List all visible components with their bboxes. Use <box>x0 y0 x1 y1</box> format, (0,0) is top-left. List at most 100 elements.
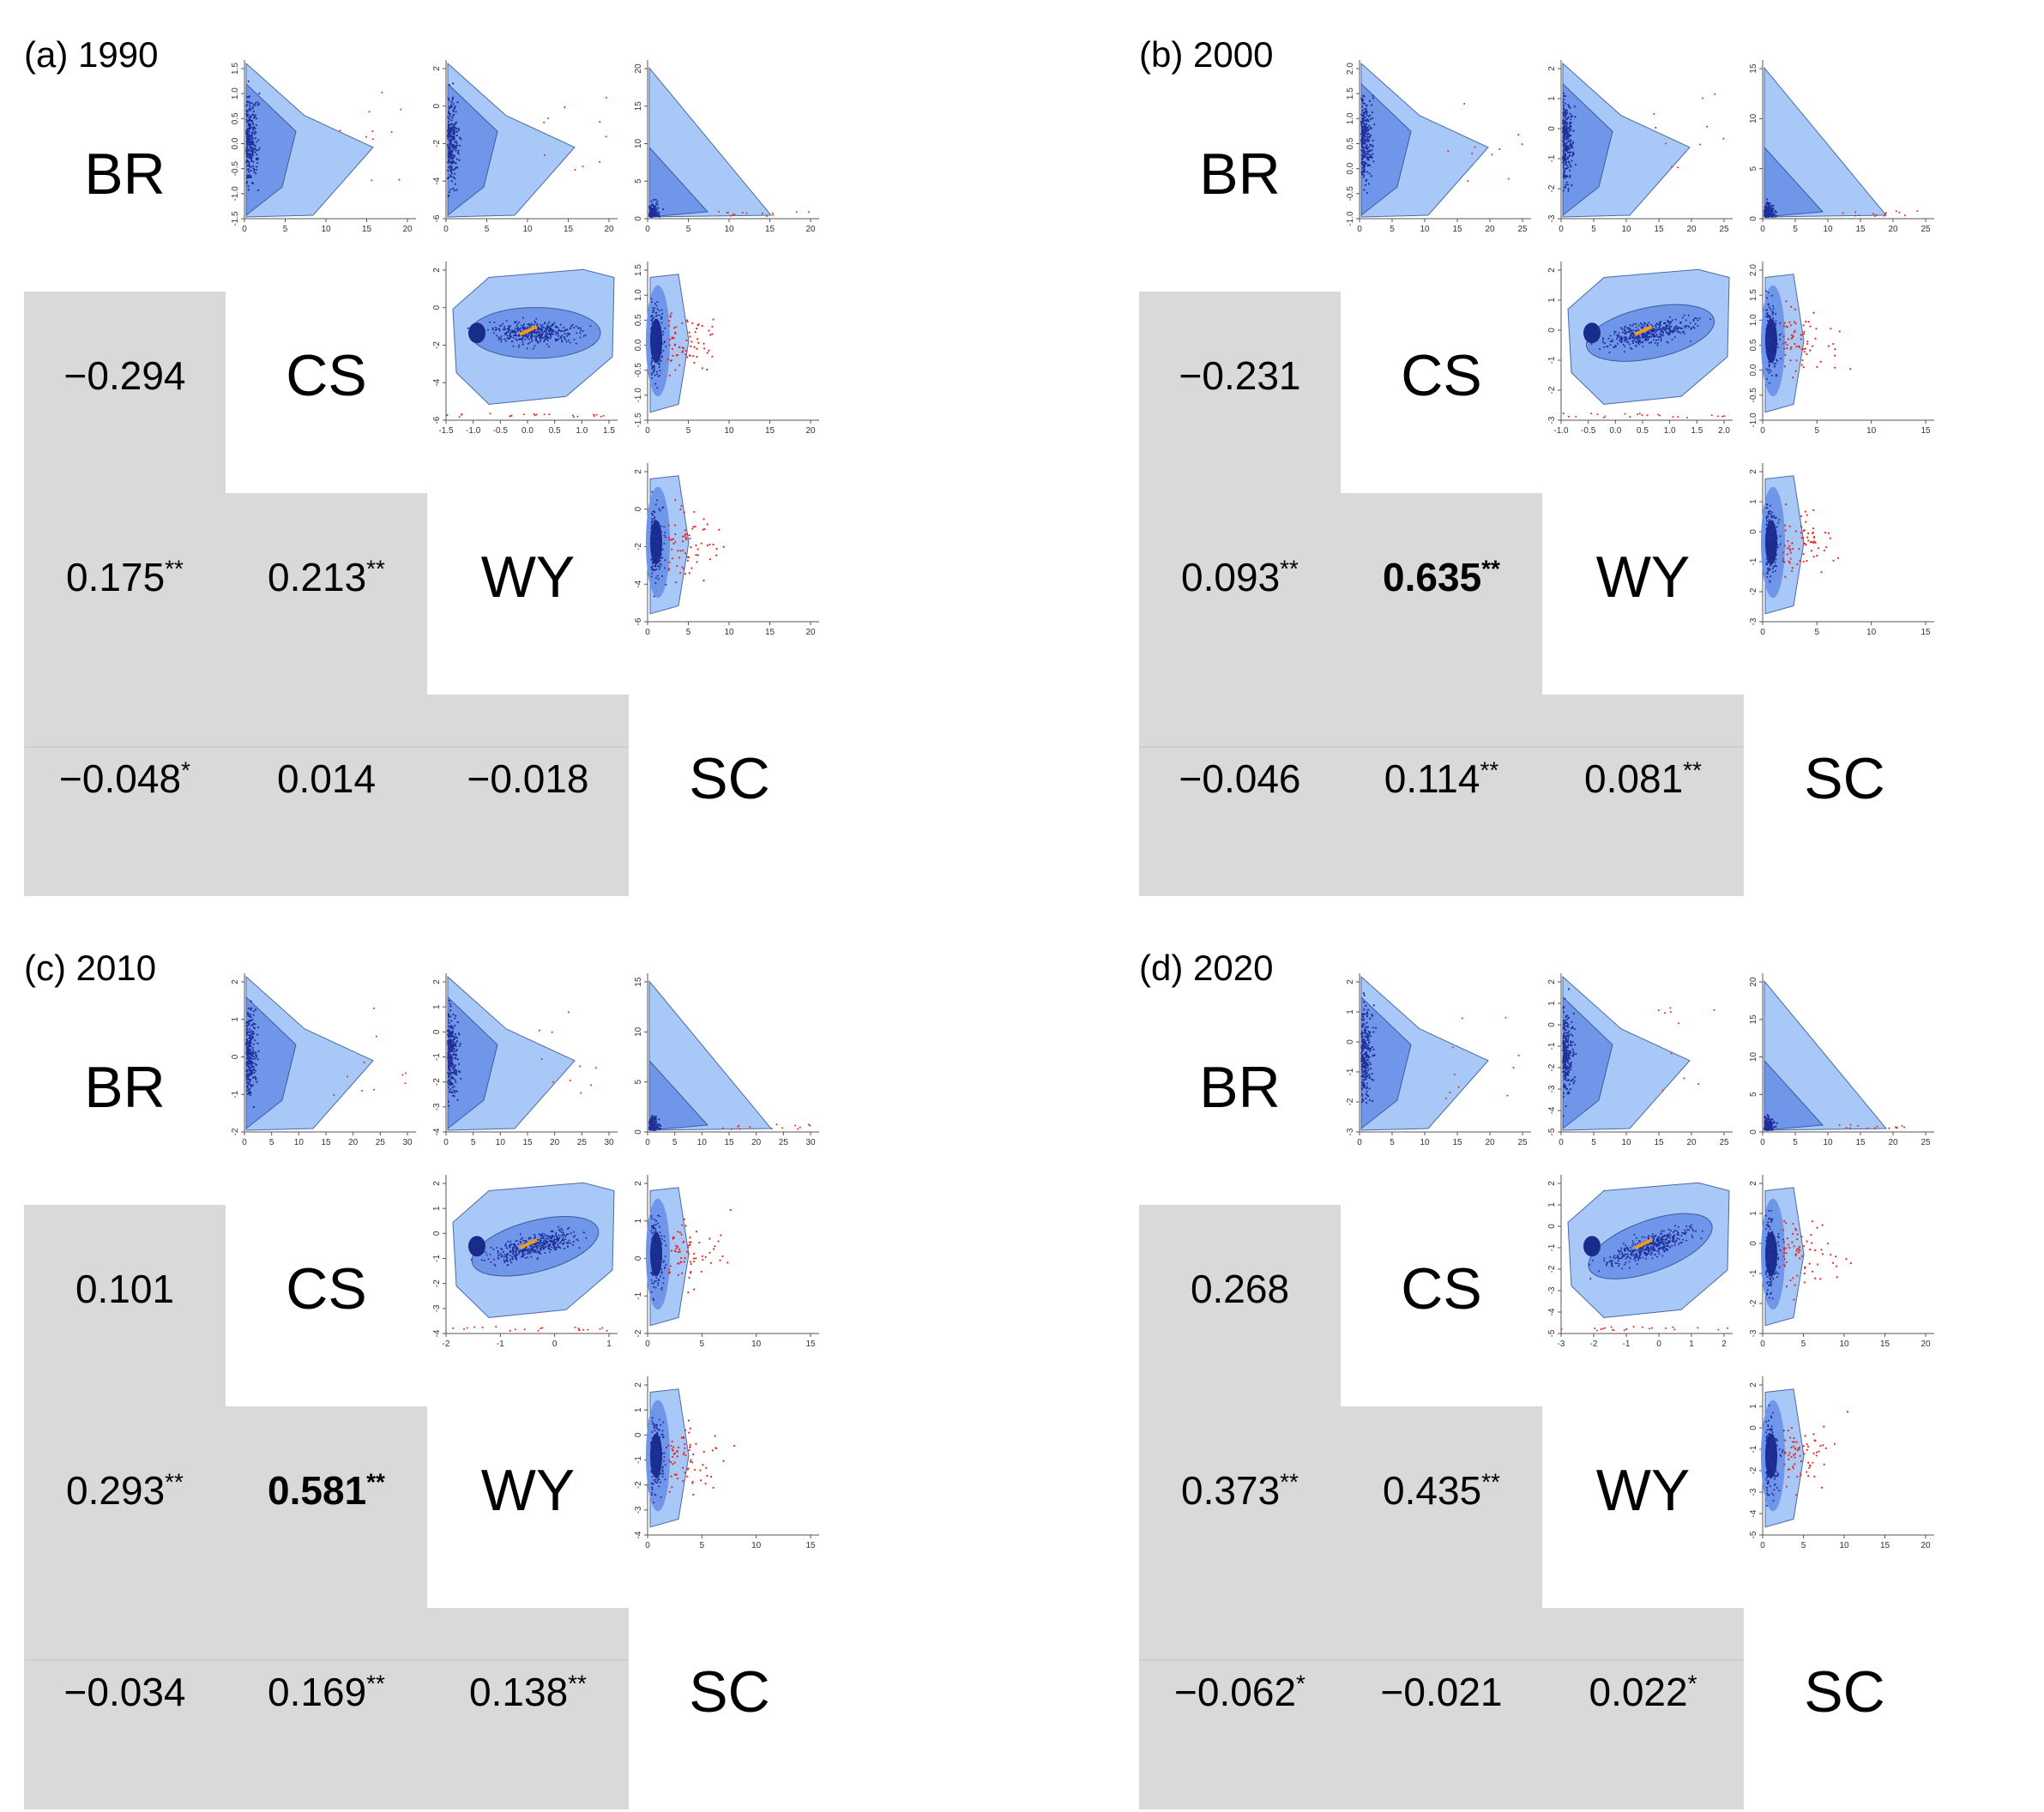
data-point <box>660 1272 663 1274</box>
data-point <box>1623 328 1625 331</box>
data-point <box>1563 94 1565 97</box>
data-point <box>450 119 453 122</box>
outlier-point <box>1714 93 1716 95</box>
outlier-point <box>1834 354 1836 357</box>
outlier-point <box>1788 545 1791 547</box>
outlier-point <box>670 358 673 362</box>
outlier-point <box>1799 559 1801 563</box>
outlier-point <box>681 322 684 325</box>
data-point <box>250 123 252 126</box>
data-point <box>1568 140 1571 143</box>
data-point <box>546 1245 549 1248</box>
x-tick-label: 0 <box>645 1339 650 1349</box>
data-point <box>247 189 250 191</box>
data-point <box>252 143 255 147</box>
data-point <box>250 169 252 172</box>
data-point <box>1572 151 1575 154</box>
x-tick-label: 10 <box>1823 225 1833 234</box>
y-tick-label: 1 <box>432 1206 442 1211</box>
data-point <box>1767 538 1770 540</box>
data-point <box>455 1054 457 1057</box>
scatter-plot-br-cs: 0 5 10 15 20-1.5-1.0-0.50.00.51.01.5 <box>231 60 416 234</box>
data-point <box>535 332 538 334</box>
data-point <box>652 322 654 324</box>
y-tick-label: -2 <box>1749 587 1758 595</box>
x-tick-label: 30 <box>604 1138 614 1147</box>
data-point <box>582 334 585 337</box>
outlier-point <box>739 1128 741 1130</box>
outlier-point <box>398 178 401 181</box>
data-point <box>1562 129 1565 132</box>
data-point <box>655 1231 658 1234</box>
data-point <box>1661 329 1664 332</box>
data-point <box>652 311 654 314</box>
data-point <box>658 532 660 534</box>
data-point <box>1771 532 1774 534</box>
x-tick-label: 20 <box>1485 225 1495 234</box>
data-point <box>650 524 653 527</box>
data-point <box>1565 147 1567 150</box>
data-point <box>509 329 511 332</box>
data-point <box>1770 319 1773 322</box>
data-point <box>1767 303 1770 305</box>
data-point <box>1673 328 1675 330</box>
outlier-point <box>674 332 677 335</box>
data-point <box>648 205 651 208</box>
data-point <box>1566 145 1570 147</box>
data-point <box>553 1236 556 1238</box>
data-point <box>453 136 455 139</box>
data-point <box>654 1115 657 1118</box>
data-point <box>1766 335 1769 338</box>
data-point <box>651 552 654 555</box>
data-point <box>1775 558 1777 561</box>
data-point <box>512 334 515 337</box>
outlier-point <box>761 212 763 214</box>
outlier-point <box>701 324 703 328</box>
data-point <box>252 1055 255 1058</box>
data-point <box>548 1240 551 1243</box>
data-point <box>1662 334 1665 337</box>
data-point <box>1624 329 1626 332</box>
data-point <box>1366 135 1369 138</box>
data-point <box>1567 187 1570 190</box>
data-point <box>1770 513 1772 515</box>
outlier-point <box>1806 536 1809 539</box>
data-point <box>521 1250 523 1253</box>
data-point <box>1619 327 1622 329</box>
outlier-point <box>671 336 674 339</box>
y-tick-label: 1.0 <box>1346 112 1355 124</box>
data-point <box>650 367 653 370</box>
data-point <box>509 1249 511 1252</box>
data-point <box>1765 368 1768 370</box>
data-point <box>1774 561 1776 563</box>
data-point <box>661 312 664 315</box>
x-tick-label: 5 <box>471 1138 476 1147</box>
data-point <box>650 1123 653 1126</box>
data-point <box>455 1057 457 1060</box>
outlier-point <box>688 331 690 334</box>
x-tick-label: 5 <box>1793 225 1798 234</box>
data-point <box>1774 569 1776 572</box>
data-point <box>252 1105 255 1109</box>
data-point <box>1641 336 1643 339</box>
data-point <box>650 319 653 322</box>
data-point <box>455 1090 458 1093</box>
data-point <box>456 1099 459 1101</box>
y-tick-label: -2 <box>634 543 643 551</box>
data-point <box>448 190 450 194</box>
data-point <box>247 80 250 82</box>
data-point <box>246 155 249 158</box>
data-point <box>458 1044 461 1047</box>
data-point <box>1364 139 1366 141</box>
data-point <box>1567 105 1571 108</box>
data-point <box>456 1020 459 1024</box>
outlier-point <box>473 1326 476 1328</box>
data-point <box>660 356 663 358</box>
data-point <box>1774 324 1776 327</box>
data-point <box>662 1282 665 1285</box>
scatter-plot-br-wy: 0 5 10 15 20-6-4-202 <box>432 60 618 234</box>
outlier-point <box>495 1326 497 1328</box>
table-shading <box>226 1406 427 1809</box>
data-point <box>449 1072 451 1075</box>
data-point <box>528 1251 530 1254</box>
